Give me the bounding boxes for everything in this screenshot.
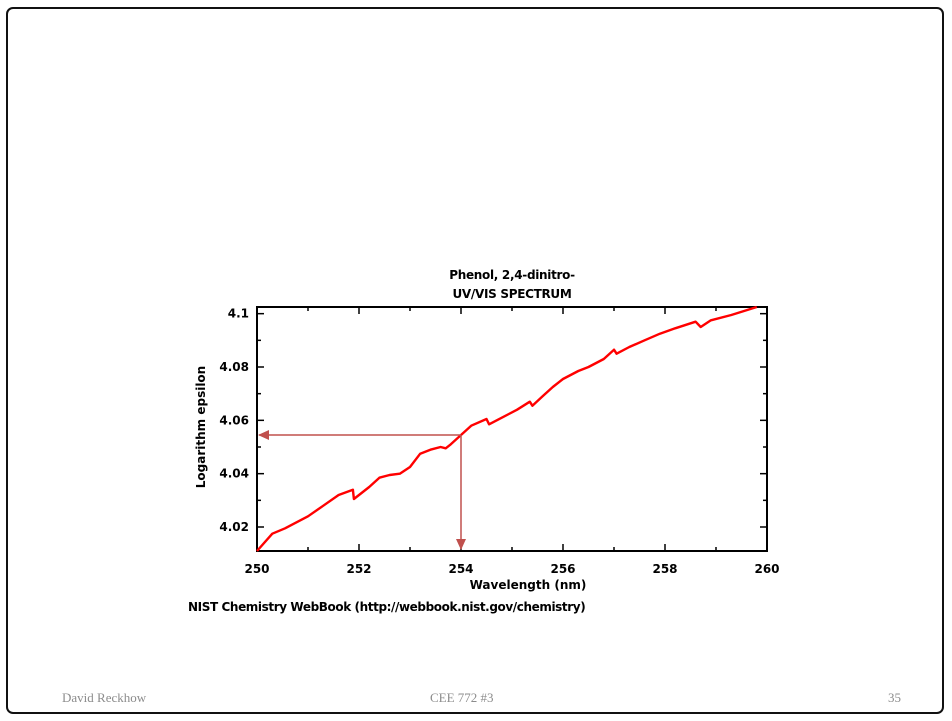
x-tick-label: 258	[652, 562, 677, 576]
y-tick-label: 4.1	[228, 307, 249, 321]
y-tick-label: 4.08	[219, 360, 249, 374]
footer-course: CEE 772 #3	[430, 690, 494, 705]
source-credit: NIST Chemistry WebBook (http://webbook.n…	[188, 600, 586, 614]
chart-title: Phenol, 2,4-dinitro-	[449, 268, 575, 282]
spectrum-line	[256, 305, 758, 552]
y-axis-label: Logarithm epsilon	[194, 366, 208, 488]
footer-page-number: 35	[888, 690, 901, 705]
plot-frame	[256, 306, 768, 552]
y-tick-label: 4.06	[219, 413, 249, 427]
x-tick-label: 252	[346, 562, 371, 576]
y-tick-label: 4.02	[219, 520, 249, 534]
y-tick-label: 4.04	[219, 467, 249, 481]
x-axis-label: Wavelength (nm)	[470, 578, 587, 592]
footer-author: David Reckhow	[62, 690, 147, 705]
slide-frame	[6, 7, 944, 714]
x-tick-label: 254	[448, 562, 473, 576]
x-tick-label: 256	[550, 562, 575, 576]
x-tick-label: 250	[244, 562, 269, 576]
chart-subtitle: UV/VIS SPECTRUM	[452, 287, 572, 301]
x-tick-label: 260	[754, 562, 779, 576]
